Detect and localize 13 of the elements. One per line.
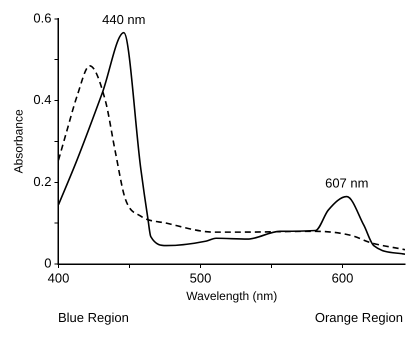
x-tick-label: 400	[48, 270, 70, 286]
x-axis-title: Wavelength (nm)	[186, 289, 278, 304]
x-tick-label: 500	[190, 270, 212, 286]
y-tick-label: 0.4	[33, 92, 52, 108]
y-tick-label: 0	[44, 256, 52, 271]
y-axis-title: Absorbance	[12, 109, 26, 174]
x-tick-label: 600	[332, 270, 354, 286]
annotation: 440 nm	[102, 12, 146, 27]
y-tick-label: 0.2	[33, 174, 52, 189]
annotation: 607 nm	[325, 176, 368, 191]
text: Blue Region	[58, 310, 129, 325]
y-tick-label: 0.6	[33, 10, 52, 26]
text: Orange Region	[314, 310, 403, 325]
